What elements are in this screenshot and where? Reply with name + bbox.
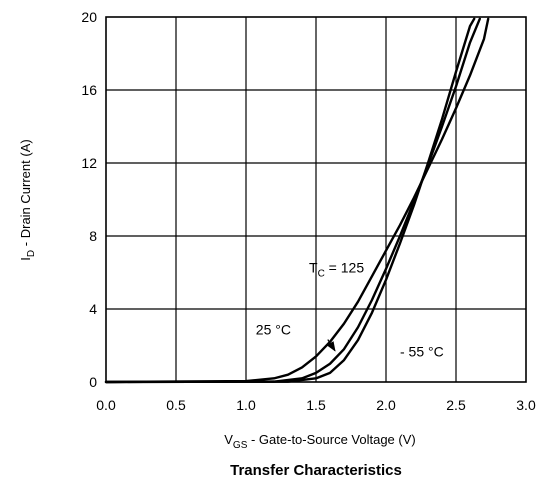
y-tick-label: 0 [89, 374, 97, 390]
series-line-0 [104, 17, 490, 384]
plot-frame [105, 16, 527, 383]
y-tick-label: 4 [89, 301, 97, 317]
x-tick-label: 0.5 [166, 397, 186, 413]
grid-lines [106, 17, 526, 382]
y-axis-label-rest: - Drain Current (A) [18, 139, 33, 250]
x-tick-label: 3.0 [516, 397, 536, 413]
y-tick-label: 16 [81, 82, 97, 98]
y-tick-label: 12 [81, 155, 97, 171]
series-line-2 [104, 17, 476, 384]
y-tick-labels: 0 4 8 12 16 20 [81, 9, 97, 390]
series-group [104, 17, 490, 384]
x-axis-label-rest: - Gate-to-Source Voltage (V) [247, 432, 415, 447]
x-tick-label: 1.0 [236, 397, 256, 413]
chart-title: Transfer Characteristics [230, 462, 402, 479]
x-axis-label: VGS - Gate-to-Source Voltage (V) [224, 432, 415, 451]
x-tick-label: 0.0 [96, 397, 116, 413]
x-tick-label: 1.5 [306, 397, 326, 413]
annotations: TC = 125 25 °C - 55 °C [256, 260, 444, 360]
annotation-label-0: TC = 125 [309, 260, 364, 280]
y-axis-label-sub: D [26, 250, 37, 257]
y-tick-label: 20 [81, 9, 97, 25]
y-tick-label: 8 [89, 228, 97, 244]
x-tick-label: 2.0 [376, 397, 396, 413]
series-line-1 [104, 17, 481, 384]
x-axis-label-sub: GS [233, 440, 248, 451]
annotation-label-1: 25 °C [256, 322, 291, 338]
x-tick-labels: 0.0 0.5 1.0 1.5 2.0 2.5 3.0 [96, 397, 536, 413]
x-axis-label-main: V [224, 432, 233, 447]
y-axis-label: ID - Drain Current (A) [18, 139, 37, 260]
x-tick-label: 2.5 [446, 397, 466, 413]
y-axis-label-main: I [18, 257, 33, 261]
annotation-label-2: - 55 °C [400, 343, 444, 359]
annotation-arrow [326, 339, 336, 352]
